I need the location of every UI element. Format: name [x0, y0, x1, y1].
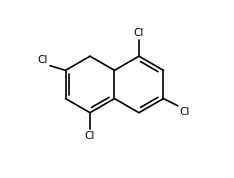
Text: Cl: Cl: [38, 55, 48, 65]
Text: Cl: Cl: [180, 107, 190, 117]
Text: Cl: Cl: [85, 131, 95, 141]
Text: Cl: Cl: [134, 28, 144, 38]
